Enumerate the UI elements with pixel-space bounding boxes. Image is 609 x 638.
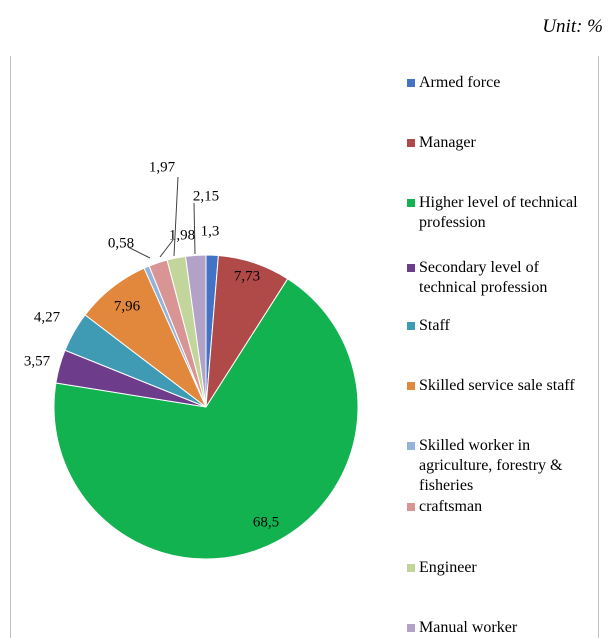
- legend-label: Manual worker: [419, 619, 518, 636]
- legend-swatch: [407, 503, 415, 511]
- legend-item: Manager: [407, 133, 599, 153]
- unit-label: Unit: %: [542, 16, 603, 37]
- legend-label: Higher level of technical profession: [419, 194, 578, 231]
- data-label: 68,5: [253, 514, 279, 530]
- data-label: 2,15: [193, 188, 219, 204]
- legend-label: Armed force: [419, 74, 501, 91]
- legend-swatch: [407, 382, 415, 390]
- pie-slice: [184, 254, 207, 408]
- legend-item: Secondary level of technical profession: [407, 258, 599, 298]
- data-label: 7,73: [234, 268, 260, 284]
- legend-item: Skilled service sale staff: [407, 376, 599, 396]
- legend-item: Manual worker: [407, 618, 599, 638]
- data-label: 4,27: [34, 309, 61, 325]
- legend-item: Armed force: [407, 73, 599, 93]
- leader-line: [193, 202, 196, 255]
- legend-swatch: [407, 322, 415, 330]
- plot-area-left-border: [10, 56, 11, 638]
- leader-line: [173, 176, 179, 257]
- data-label: 1,98: [169, 227, 195, 243]
- legend-swatch: [407, 442, 415, 450]
- plot-area-right-border: [598, 56, 599, 638]
- legend-label: Skilled worker in agriculture, forestry …: [419, 437, 563, 494]
- legend-swatch: [407, 564, 415, 572]
- legend-label: Staff: [419, 317, 450, 334]
- leader-line: [127, 246, 151, 259]
- legend-swatch: [407, 624, 415, 632]
- data-label: 7,96: [114, 298, 141, 314]
- legend-label: Secondary level of technical profession: [419, 259, 548, 296]
- legend-swatch: [407, 139, 415, 147]
- legend-label: craftsman: [419, 498, 483, 515]
- legend-swatch: [407, 264, 415, 272]
- legend-item: Engineer: [407, 558, 599, 578]
- data-label: 3,57: [24, 353, 51, 369]
- legend-swatch: [407, 79, 415, 87]
- legend-item: Staff: [407, 316, 599, 336]
- legend-item: Skilled worker in agriculture, forestry …: [407, 436, 599, 496]
- legend-label: Manager: [419, 134, 476, 151]
- data-label: 1,97: [149, 159, 176, 175]
- legend-label: Skilled service sale staff: [419, 377, 575, 394]
- pie-slice: [53, 278, 359, 560]
- data-label: 1,3: [201, 223, 220, 239]
- leader-line: [159, 239, 174, 258]
- data-label: 0,58: [108, 235, 134, 251]
- legend-item: Higher level of technical profession: [407, 193, 599, 233]
- legend-label: Engineer: [419, 559, 477, 576]
- legend-item: craftsman: [407, 497, 599, 517]
- legend-swatch: [407, 199, 415, 207]
